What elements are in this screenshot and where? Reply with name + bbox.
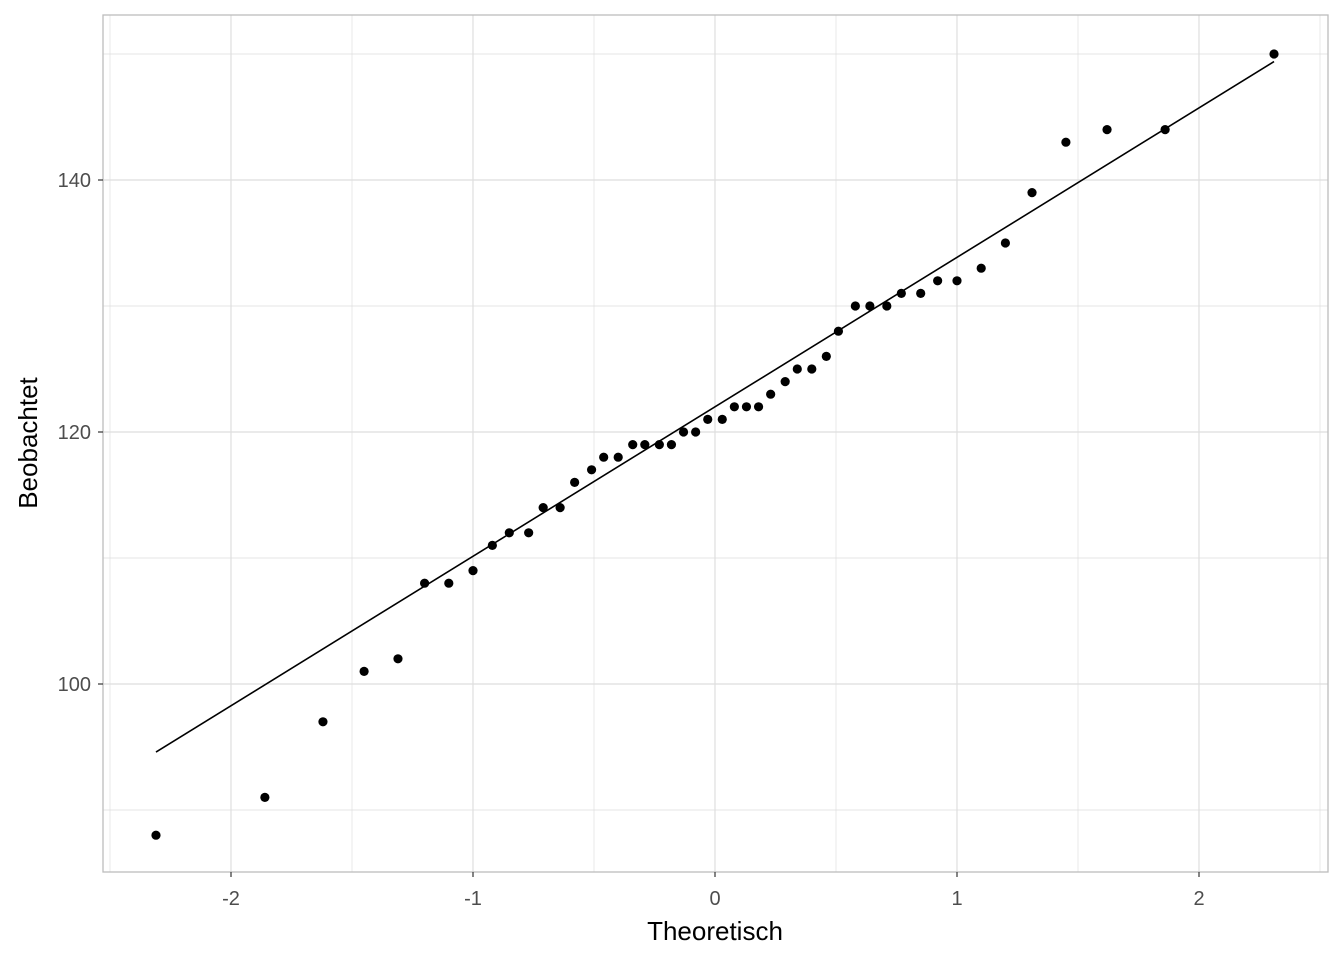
data-point (807, 364, 817, 374)
data-point (586, 465, 597, 475)
data-point (882, 301, 892, 311)
data-point (420, 578, 430, 588)
data-point (741, 402, 752, 412)
data-point (703, 414, 713, 424)
data-point (678, 427, 689, 437)
data-point (865, 301, 875, 311)
y-tick-label: 140 (58, 170, 91, 192)
data-point (628, 440, 638, 450)
grid-lines (103, 15, 1328, 872)
y-axis-title: Beobachtet (13, 376, 43, 508)
data-point (729, 402, 739, 412)
data-point (538, 503, 548, 513)
data-point (504, 528, 514, 538)
x-axis-ticks: -2 -1 0 1 2 (222, 872, 1205, 910)
data-point (833, 326, 844, 336)
x-tick-label: 1 (951, 888, 962, 910)
data-point (753, 402, 764, 412)
data-point (487, 540, 497, 551)
data-point (916, 288, 926, 298)
y-tick-label: 100 (58, 674, 91, 696)
x-tick-label: -2 (222, 888, 240, 910)
data-point (393, 654, 403, 664)
data-point (1027, 188, 1037, 198)
data-point (1160, 125, 1170, 135)
y-axis-ticks: 100 120 140 (58, 170, 103, 696)
data-point (666, 440, 677, 450)
data-point (1269, 49, 1279, 59)
x-tick-label: 2 (1193, 888, 1204, 910)
data-point (691, 427, 701, 437)
data-point (260, 792, 270, 803)
data-point (318, 717, 328, 727)
data-point (524, 528, 534, 538)
data-point (976, 263, 986, 273)
data-point (850, 301, 860, 311)
data-point (821, 351, 831, 361)
data-point (717, 414, 727, 424)
data-point (599, 452, 609, 462)
data-point (359, 666, 369, 677)
data-point (640, 440, 650, 450)
data-point (952, 276, 962, 286)
data-point (555, 503, 565, 513)
reference-line-group (155, 60, 1275, 753)
data-point (570, 477, 580, 487)
data-point (896, 288, 906, 298)
data-point (780, 377, 790, 387)
data-point (792, 364, 802, 374)
data-point (1000, 238, 1011, 248)
data-point (654, 440, 664, 450)
x-tick-label: -1 (464, 888, 482, 910)
x-axis-title: Theoretisch (647, 916, 783, 946)
reference-line (155, 60, 1275, 753)
x-tick-label: 0 (709, 888, 720, 910)
data-points (151, 49, 1279, 840)
data-point (1061, 137, 1071, 147)
data-point (766, 389, 776, 399)
data-point (933, 276, 943, 286)
data-point (151, 830, 161, 840)
data-point (444, 578, 454, 588)
data-point (468, 566, 478, 576)
y-tick-label: 120 (58, 422, 91, 444)
data-point (1102, 125, 1112, 135)
data-point (613, 452, 623, 462)
